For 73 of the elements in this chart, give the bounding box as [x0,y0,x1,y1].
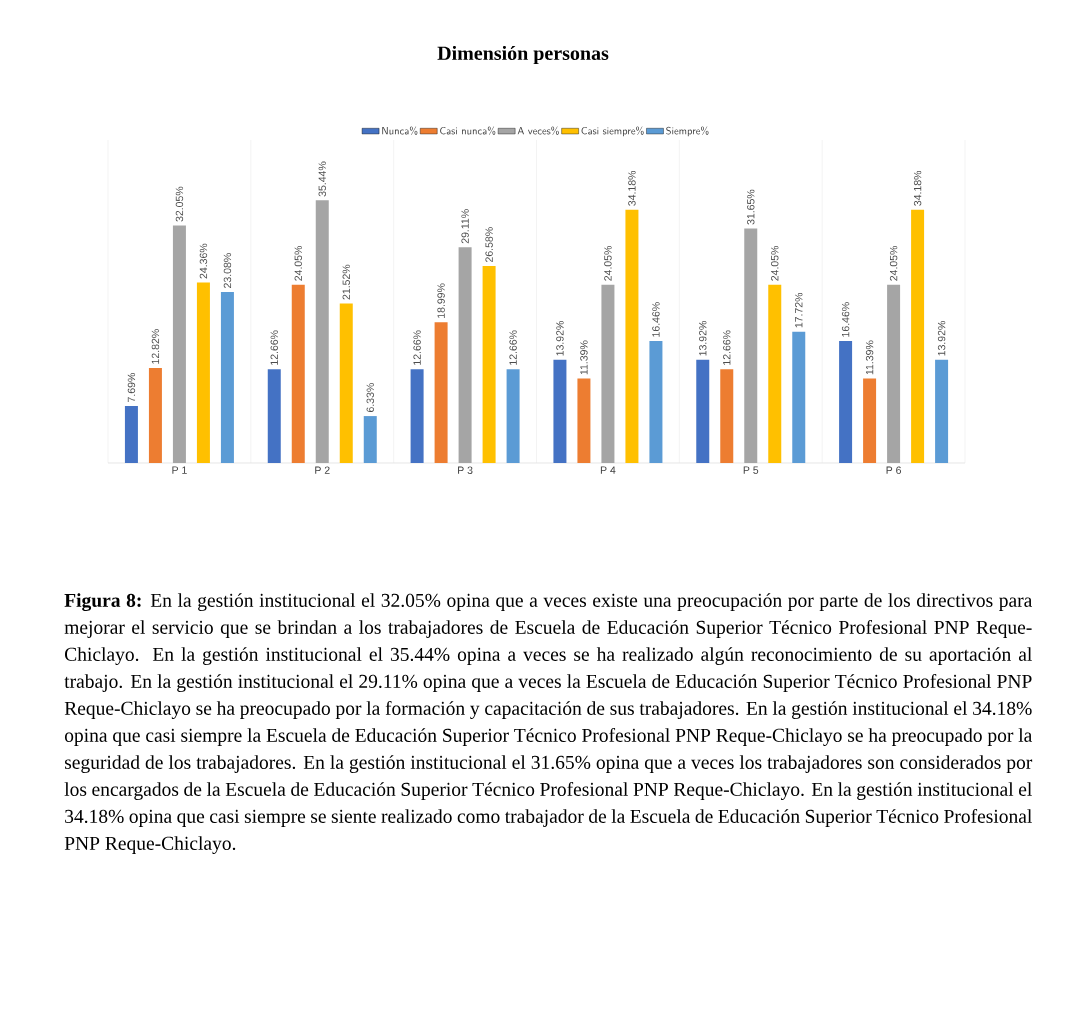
bar [339,303,353,463]
bar [792,331,806,463]
data-label: 18.99% [437,283,445,318]
bar [506,369,520,463]
legend-label: Siempre% [666,126,709,137]
data-label: 23.08% [223,253,232,288]
data-label: 7.69% [127,373,136,402]
data-label: 13.92% [699,321,707,356]
data-label: 24.05% [771,246,779,281]
bar [148,367,162,463]
legend-label: Casi nunca% [440,126,496,135]
bar [410,369,424,463]
bar [291,284,305,463]
data-label: 12.66% [509,330,517,365]
data-label: 12.66% [413,330,421,365]
bar [482,266,496,463]
data-label: 11.39% [865,340,874,375]
data-label: 12.66% [270,330,278,365]
bar [839,341,853,463]
bar [577,378,591,463]
bar [434,322,448,463]
bar [625,209,639,463]
chart-title: Dimensión personas [437,45,609,65]
data-label: 16.46% [841,302,850,337]
data-label: 31.65% [747,189,755,225]
data-label: 24.05% [294,246,302,281]
x-tick-label: P 6 [886,466,901,474]
data-label: 11.39% [580,340,588,375]
data-label: 12.66% [723,330,731,365]
bar [220,291,234,463]
data-label: 12.82% [151,329,160,364]
bar [696,359,710,463]
data-label: 35.44% [318,161,326,197]
bar [267,369,281,463]
data-label: 24.36% [199,243,208,279]
bar [887,284,901,463]
data-label: 13.92% [556,321,564,356]
data-label: 17.72% [795,292,803,328]
bar [172,225,186,463]
bar [720,369,734,463]
data-label: 16.46% [652,302,660,337]
bar [744,228,758,463]
x-tick-label: P 3 [458,466,473,474]
bar [601,284,615,463]
x-tick-label: P 5 [743,466,759,474]
bar [315,200,329,463]
data-label: 26.58% [485,227,493,262]
x-tick-label: P 1 [172,466,187,474]
data-label: 24.05% [889,246,898,281]
x-tick-label: P 2 [315,466,330,474]
legend-label: Casi siempre% [581,126,644,137]
data-label: 34.18% [628,170,636,206]
data-label: 13.92% [937,321,946,356]
bar [363,416,377,463]
bar [553,359,567,463]
data-label: 21.52% [342,264,350,300]
bar [196,282,210,463]
bar [863,378,877,463]
bar [935,359,949,463]
data-label: 24.05% [604,246,612,281]
data-label: 34.18% [913,170,922,206]
data-label: 32.05% [175,186,184,222]
x-tick-label: P 4 [600,466,616,474]
data-label: 6.33% [366,383,374,413]
bar [458,247,472,463]
bar [768,284,782,463]
text: Figura 8: En la gestión institucional el 32.05% opina que a veces existe una preocupación por parte de los directivos para mejorar el servicio que se brindan a los trabajadores de Escuela de Educación Superior Técnico Profesional PNP Reque-Chiclayo. En la gestión institucional el 35.44% opina a veces se ha realizado algún reconocimiento de su aportación al trabajo. En la gestión institucional el 29.11% opina que a veces la Escuela de Educación Superior Técnico Profesional PNP Reque-Chiclayo se ha preocupado por la formación y capacitación de sus trabajadores. En la gestión institucional el 34.18% opina que casi siempre la Escuela de Educación Superior Técnico Profesional PNP Reque-Chiclayo se ha preocupado por la seguridad de los trabajadores. En la gestión institucional el 31.65% opina que a veces los trabajadores son considerados por los encargados de la Escuela de Educación Superior Técnico Profesional PNP Reque-Chiclayo. En la gestión institucional el 34.18% opina que casi siempre se siente realizado como trabajador de la Escuela de Educación Superior Técnico Profesional PNP Reque-Chiclayo. [64,593,1033,854]
data-label: 29.11% [461,209,469,244]
legend-label: Nunca% [382,126,418,135]
bar [911,209,925,463]
legend-label: A veces% [517,126,559,135]
bar [124,406,138,463]
bar [649,341,663,463]
